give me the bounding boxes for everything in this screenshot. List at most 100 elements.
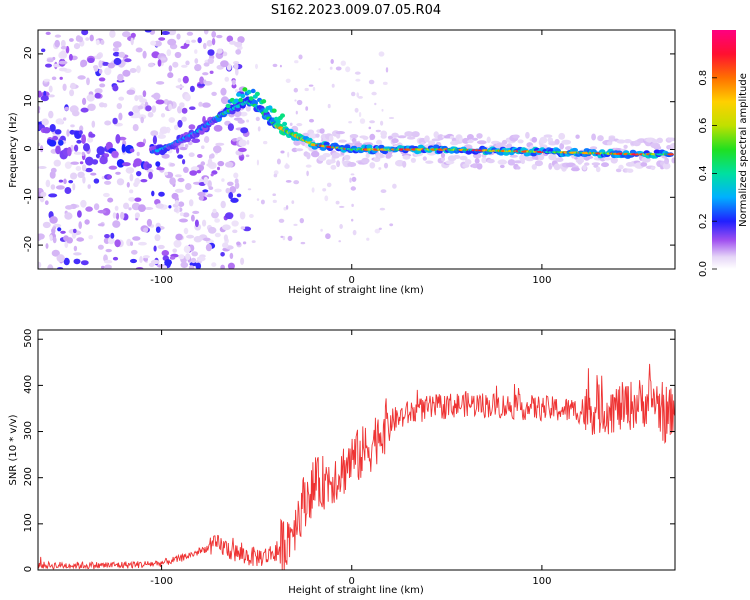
spectral-cell xyxy=(284,164,290,169)
spectral-cell xyxy=(670,143,675,149)
spectral-cell xyxy=(183,227,189,235)
spectral-cell xyxy=(245,105,251,112)
spectral-cell xyxy=(191,39,197,43)
spectral-cell xyxy=(225,161,234,168)
spectral-cell xyxy=(185,253,191,261)
spectral-cell xyxy=(52,135,59,141)
spectral-cell xyxy=(213,145,222,154)
spectral-cell xyxy=(445,160,455,165)
spectral-cell xyxy=(322,188,327,192)
spectral-cell xyxy=(193,236,203,243)
spectral-cell xyxy=(185,183,192,190)
spectral-cell xyxy=(324,195,329,202)
spectral-cell xyxy=(397,135,407,139)
spectral-cell xyxy=(62,117,67,121)
spectral-cell xyxy=(208,186,214,191)
spectral-cell xyxy=(211,262,217,267)
spectral-cell xyxy=(155,161,161,167)
spectral-cell xyxy=(239,211,246,220)
spectral-cell xyxy=(80,61,86,68)
spectral-cell xyxy=(211,91,217,96)
spectral-cell xyxy=(322,153,331,158)
spectral-cell xyxy=(194,58,199,64)
spectral-cell xyxy=(222,224,231,231)
spectral-cell xyxy=(51,249,60,257)
spectral-cell xyxy=(184,93,191,102)
spectral-cell xyxy=(296,123,303,127)
spectral-cell xyxy=(55,118,64,125)
spectral-cell xyxy=(247,188,252,191)
spectral-cell xyxy=(89,34,94,42)
spectral-cell xyxy=(76,139,82,144)
spectral-cell xyxy=(57,227,62,232)
spectral-cell xyxy=(41,48,46,53)
spectral-cell xyxy=(392,183,397,189)
spectral-cell xyxy=(378,51,385,57)
spectral-cell xyxy=(662,162,671,170)
spectral-cell xyxy=(82,176,86,184)
spectral-cell xyxy=(59,76,63,80)
spectral-cell xyxy=(315,133,320,138)
spectral-cell xyxy=(205,243,212,252)
spectral-cell xyxy=(236,92,242,97)
spectral-cell xyxy=(440,156,446,162)
spectral-cell xyxy=(452,154,461,159)
spectral-cell xyxy=(91,120,96,128)
spectral-cell xyxy=(109,30,116,38)
spectral-cell xyxy=(311,187,315,193)
spectral-cell xyxy=(115,134,121,144)
spectral-cell xyxy=(355,78,361,82)
spectral-cell xyxy=(338,205,345,208)
spectral-cell xyxy=(70,82,76,90)
spectral-cell xyxy=(58,179,64,183)
spectral-cell xyxy=(75,35,82,42)
spectral-cell xyxy=(183,166,189,173)
spectral-cell xyxy=(115,171,121,175)
spectral-cell xyxy=(174,200,179,206)
spectral-cell xyxy=(179,218,188,223)
y-tick-label: 500 xyxy=(23,329,34,348)
spectral-cell xyxy=(217,160,225,167)
spectral-cell xyxy=(64,240,69,249)
spectral-cell xyxy=(531,164,537,170)
spectral-cell xyxy=(164,171,169,176)
spectral-cell xyxy=(54,39,60,48)
spectral-cell xyxy=(369,133,376,140)
spectral-cell xyxy=(271,108,277,113)
spectral-cell xyxy=(203,62,210,67)
spectral-cell xyxy=(231,138,237,142)
spectral-cell xyxy=(306,137,313,143)
spectral-cell xyxy=(339,224,343,229)
spectral-cell xyxy=(169,162,176,167)
spectral-cell xyxy=(160,113,166,118)
spectral-cell xyxy=(45,243,49,249)
spectral-cell xyxy=(150,40,157,46)
spectral-cell xyxy=(128,111,134,116)
spectral-cell xyxy=(123,202,130,210)
spectral-cell xyxy=(481,157,487,164)
spectral-cell xyxy=(116,178,125,186)
spectral-cell xyxy=(107,62,116,69)
spectral-cell xyxy=(62,83,67,92)
spectral-cell xyxy=(157,244,165,250)
spectral-cell xyxy=(104,264,112,269)
spectral-cell xyxy=(402,155,411,160)
spectral-cell xyxy=(38,142,41,147)
spectral-cell xyxy=(107,197,114,203)
spectral-cell xyxy=(64,161,72,169)
spectral-cell xyxy=(114,205,119,211)
spectral-cell xyxy=(73,245,78,252)
spectral-cell xyxy=(335,200,340,205)
spectral-cell xyxy=(278,218,285,223)
spectral-cell xyxy=(98,68,103,74)
spectral-cell xyxy=(203,42,207,50)
spectral-cell xyxy=(210,153,215,159)
spectral-cell xyxy=(84,219,90,225)
spectral-cell xyxy=(179,212,184,217)
spectral-cell xyxy=(387,135,394,140)
spectral-cell xyxy=(487,158,495,164)
spectral-cell xyxy=(216,48,223,54)
spectral-cell xyxy=(189,261,198,267)
y-tick-label: 300 xyxy=(23,421,34,440)
